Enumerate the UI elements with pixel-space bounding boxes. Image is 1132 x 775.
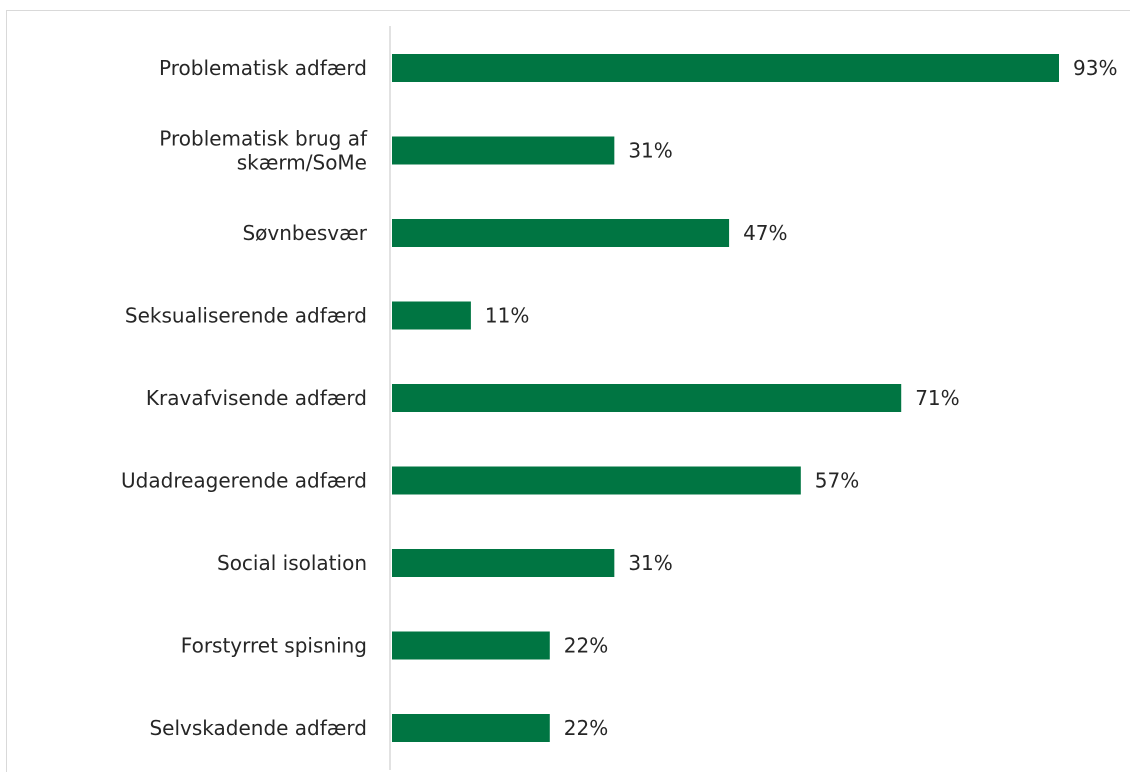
category-label: Problematisk adfærd: [159, 56, 367, 80]
data-label: 57%: [815, 469, 859, 493]
category-label: Problematisk brug af skærm/SoMe: [159, 127, 368, 175]
bar: [392, 136, 615, 165]
bar: [392, 466, 801, 495]
bar: [392, 549, 615, 577]
data-label: 47%: [743, 221, 787, 245]
category-label: Social isolation: [217, 551, 367, 575]
bar: [392, 54, 1059, 82]
category-label: Kravafvisende adfærd: [146, 386, 367, 410]
category-label: Udadreagerende adfærd: [121, 469, 367, 493]
category-label: Søvnbesvær: [242, 221, 367, 245]
bar: [392, 714, 550, 742]
category-label: Forstyrret spisning: [181, 634, 367, 658]
bar: [392, 219, 730, 247]
category-label: Seksualiserende adfærd: [125, 304, 367, 328]
bar: [392, 301, 471, 330]
data-label: 93%: [1073, 56, 1117, 80]
category-label: Selvskadende adfærd: [149, 716, 367, 740]
data-label: 71%: [915, 386, 959, 410]
chart-frame: [6, 10, 1130, 772]
data-label: 31%: [628, 551, 672, 575]
bar: [392, 631, 550, 660]
bar: [392, 384, 902, 412]
data-label: 11%: [485, 304, 529, 328]
data-label: 31%: [628, 139, 672, 163]
data-label: 22%: [564, 716, 608, 740]
data-label: 22%: [564, 634, 608, 658]
